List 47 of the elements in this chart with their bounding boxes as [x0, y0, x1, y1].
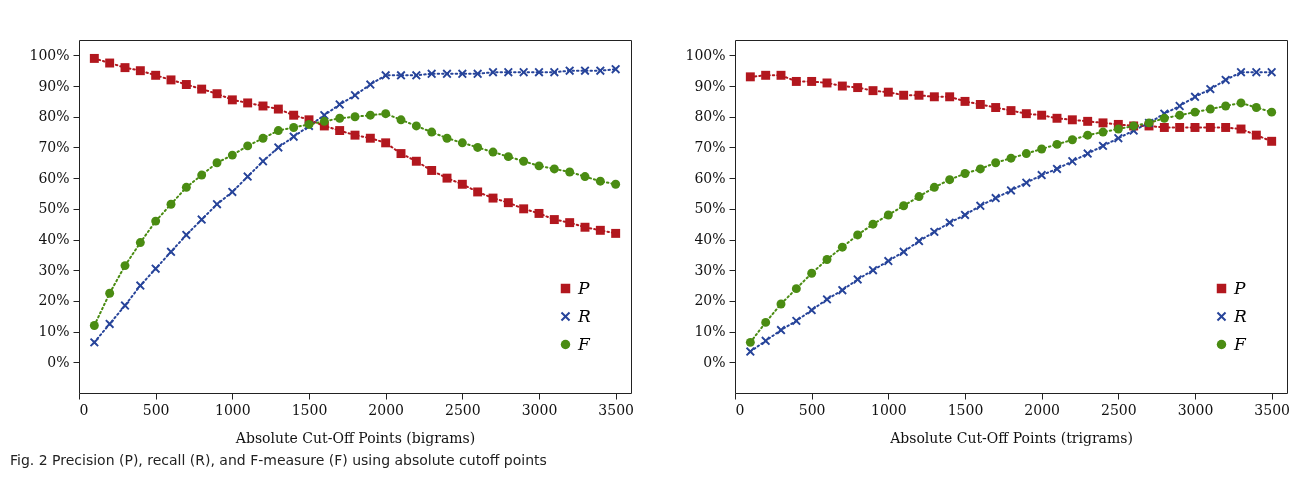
y-tick-label: 90%	[38, 77, 70, 94]
legend-label: P	[1233, 277, 1246, 298]
x-tick-label: 2000	[368, 401, 404, 418]
y-tick-label: 70%	[694, 138, 726, 155]
x-tick-label: 1500	[291, 401, 328, 418]
y-tick-label: 30%	[694, 261, 726, 278]
y-tick-label: 20%	[694, 292, 726, 309]
legend-label: F	[1233, 333, 1247, 354]
y-tick-label: 100%	[29, 46, 70, 63]
x-tick-label: 1000	[871, 401, 907, 418]
legend-label: F	[577, 333, 591, 354]
y-tick-label: 0%	[47, 353, 70, 370]
x-tick-label: 500	[142, 401, 170, 418]
legend-label: R	[1233, 305, 1247, 326]
y-tick-label: 10%	[38, 323, 70, 340]
y-tick-label: 40%	[694, 231, 726, 248]
x-tick-label: 3500	[1254, 401, 1290, 418]
x-tick-label: 3000	[1177, 401, 1214, 418]
x-tick-label: 2500	[1101, 401, 1137, 418]
y-tick-label: 80%	[694, 108, 726, 125]
y-tick-label: 60%	[38, 169, 70, 186]
x-tick-label: 3000	[521, 401, 558, 418]
x-tick-label: 1500	[947, 401, 984, 418]
x-axis-title: Absolute Cut-Off Points (trigrams)	[889, 429, 1133, 446]
y-tick-label: 40%	[38, 231, 70, 248]
x-tick-label: 0	[79, 401, 89, 418]
y-tick-label: 70%	[38, 138, 70, 155]
y-tick-label: 100%	[685, 46, 726, 63]
x-tick-label: 1000	[215, 401, 251, 418]
y-tick-label: 20%	[38, 292, 70, 309]
y-tick-label: 30%	[38, 261, 70, 278]
legend-label: P	[577, 277, 590, 298]
x-tick-label: 2000	[1024, 401, 1060, 418]
x-tick-label: 3500	[598, 401, 634, 418]
y-tick-label: 0%	[703, 353, 726, 370]
y-tick-label: 90%	[694, 77, 726, 94]
x-axis-title: Absolute Cut-Off Points (bigrams)	[234, 429, 476, 446]
y-tick-label: 10%	[694, 323, 726, 340]
x-tick-label: 2500	[445, 401, 481, 418]
y-tick-label: 50%	[694, 200, 726, 217]
legend-label: R	[577, 305, 591, 326]
y-tick-label: 60%	[694, 169, 726, 186]
x-tick-label: 500	[798, 401, 826, 418]
x-tick-label: 0	[735, 401, 745, 418]
y-tick-label: 50%	[38, 200, 70, 217]
y-tick-label: 80%	[38, 108, 70, 125]
caption: Fig. 2 Precision (P), recall (R), and F-measure (F) using absolute cutoff points	[10, 452, 548, 468]
